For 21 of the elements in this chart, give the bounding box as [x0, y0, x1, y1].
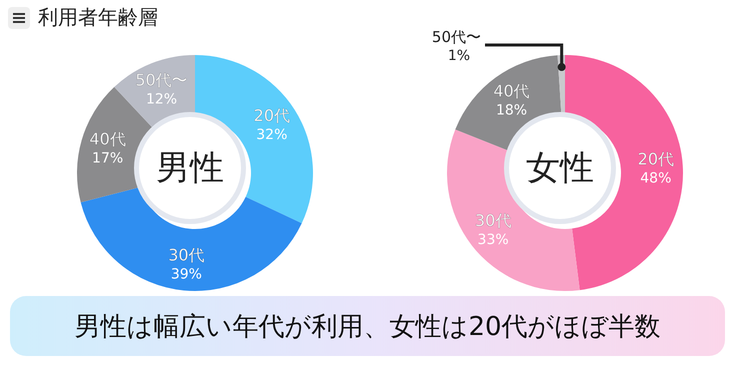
slice-label: 20代	[638, 149, 674, 168]
slice-label: 50代〜	[432, 28, 481, 46]
text: 男性は幅広い年代が利用、女性は20代がほぼ半数	[10, 296, 725, 356]
data-label: 39%	[170, 266, 202, 283]
data-label: 48%	[640, 170, 672, 186]
slice-label: 30代	[474, 210, 512, 230]
text: 女性	[526, 148, 594, 188]
slice-label: 40代	[493, 81, 530, 100]
slice-label: 40代	[89, 130, 126, 149]
data-label: 33%	[478, 232, 509, 248]
data-label: 12%	[146, 91, 178, 108]
data-label: 17%	[92, 150, 124, 167]
slice-label: 30代	[168, 246, 205, 265]
slice-label: 20代	[254, 106, 290, 126]
data-label: 32%	[256, 127, 288, 144]
donut-slice	[80, 186, 302, 291]
text: 男性	[134, 112, 246, 224]
slice-label: 50代〜	[135, 70, 188, 90]
text: 利用者年齢層	[38, 4, 158, 31]
data-label: 1%	[448, 48, 470, 64]
data-label: 18%	[496, 102, 528, 118]
